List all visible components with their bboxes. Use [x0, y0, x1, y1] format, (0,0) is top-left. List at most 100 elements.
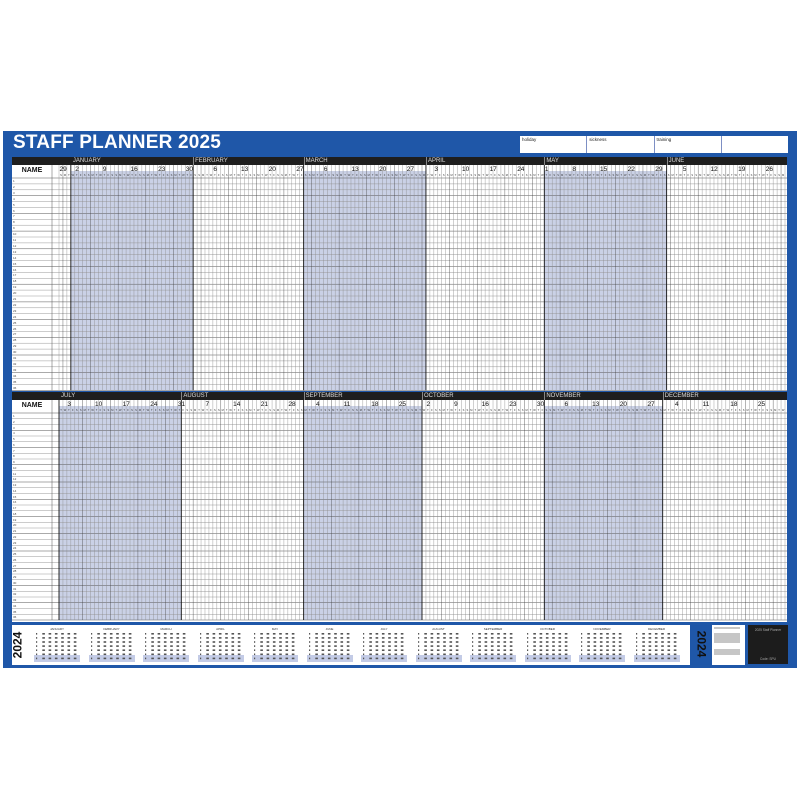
week-start-date: 15	[600, 166, 608, 173]
day-letter: W	[588, 408, 591, 412]
month-divider	[422, 392, 423, 400]
day-letter: F	[687, 173, 690, 177]
row-number: 5	[13, 202, 15, 207]
row-number: 21	[13, 297, 17, 301]
day-letter: T	[399, 173, 402, 177]
day-letter: S	[142, 173, 145, 177]
day-letter: T	[308, 408, 311, 412]
mini-calendar-days	[415, 633, 462, 662]
day-letter: S	[336, 173, 339, 177]
day-letter: T	[592, 173, 595, 177]
day-letter: T	[95, 173, 98, 177]
day-letter: T	[391, 408, 394, 412]
row-number: 33	[13, 367, 17, 372]
day-letter: T	[186, 173, 189, 177]
day-letter: S	[655, 408, 658, 412]
name-column-header: NAME	[21, 402, 43, 409]
row-number: 5	[13, 437, 15, 441]
day-letter: M	[332, 408, 335, 412]
day-letter: T	[529, 408, 532, 412]
day-letter: W	[229, 408, 232, 412]
day-letter: M	[395, 173, 398, 177]
mini-calendar-month: MARCH	[143, 627, 189, 663]
day-letter: T	[198, 408, 200, 412]
day-letter: W	[71, 173, 75, 177]
day-letter: T	[241, 173, 244, 177]
day-letter: F	[190, 173, 192, 177]
day-letter: W	[706, 173, 710, 177]
day-letter: W	[485, 173, 489, 177]
day-letter: M	[699, 173, 702, 177]
product-info-box: 2025 Staff Planner Code: SPU	[748, 625, 788, 664]
week-start-date: 1	[544, 166, 549, 173]
week-start-date: 20	[379, 166, 387, 173]
row-number: 17	[13, 506, 17, 510]
name-column-header: NAME	[21, 167, 43, 174]
day-letter: F	[438, 173, 441, 177]
week-start-date: 3	[434, 166, 438, 173]
day-letter: W	[754, 408, 757, 412]
day-letter: T	[738, 173, 741, 177]
day-letter: T	[60, 408, 62, 412]
day-letter: F	[218, 173, 220, 177]
day-letter: W	[99, 173, 102, 177]
mini-calendar-month: SEPTEMBER	[470, 627, 516, 663]
row-number: 4	[13, 431, 15, 436]
notes-box	[712, 625, 745, 665]
day-letter: F	[356, 173, 358, 177]
day-letter: M	[608, 408, 611, 412]
day-letter: S	[683, 408, 686, 412]
row-number: 13	[13, 249, 17, 254]
day-letter: T	[537, 408, 540, 412]
day-letter: T	[352, 173, 354, 177]
day-letter: F	[549, 173, 552, 177]
day-letter: F	[210, 408, 212, 412]
row-number: 15	[13, 261, 17, 266]
day-letter: T	[510, 173, 512, 177]
week-start-date: 22	[627, 166, 635, 173]
day-letter: T	[419, 408, 421, 412]
day-letter: S	[308, 173, 311, 177]
week-start-date: 29	[655, 166, 663, 173]
row-number: 31	[13, 356, 17, 360]
row-number: 18	[13, 279, 17, 284]
day-letter: T	[711, 173, 713, 177]
day-letter: M	[553, 408, 556, 412]
mini-calendar-month: JUNE	[306, 627, 353, 663]
row-number: 27	[13, 563, 17, 568]
day-letter: S	[580, 173, 583, 177]
day-letter: S	[387, 173, 390, 177]
row-number: 26	[13, 557, 17, 562]
day-letter: S	[241, 408, 244, 412]
day-letter: S	[300, 408, 303, 412]
day-letter: M	[166, 408, 169, 412]
mini-calendar-month-name: JANUARY	[50, 627, 64, 631]
day-letter: S	[521, 408, 524, 412]
day-letter: T	[730, 173, 733, 177]
day-letter: F	[375, 408, 378, 412]
week-start-date: 13	[241, 166, 249, 173]
row-number: 4	[13, 196, 15, 201]
day-letter: S	[774, 173, 777, 177]
row-number: 29	[13, 344, 17, 349]
day-letter: M	[525, 408, 528, 412]
day-letter: S	[778, 173, 780, 177]
month-label: MARCH	[305, 158, 328, 164]
day-letter: S	[253, 173, 256, 177]
day-letter: S	[438, 408, 441, 412]
row-number: 30	[13, 580, 17, 585]
month-label: OCTOBER	[424, 393, 454, 399]
row-number: 14	[13, 488, 17, 493]
day-letter: M	[671, 173, 674, 177]
day-letter: W	[257, 408, 260, 412]
week-start-date: 16	[130, 166, 138, 173]
day-letter: S	[166, 173, 169, 177]
day-letter: S	[584, 173, 587, 177]
day-letter: T	[344, 173, 346, 177]
row-number: 11	[13, 471, 17, 476]
day-letter: T	[214, 173, 216, 177]
day-letter: T	[364, 408, 366, 412]
day-letter: S	[135, 408, 137, 412]
day-letter: T	[502, 408, 504, 412]
mini-calendar-month: JANUARY	[34, 627, 80, 663]
